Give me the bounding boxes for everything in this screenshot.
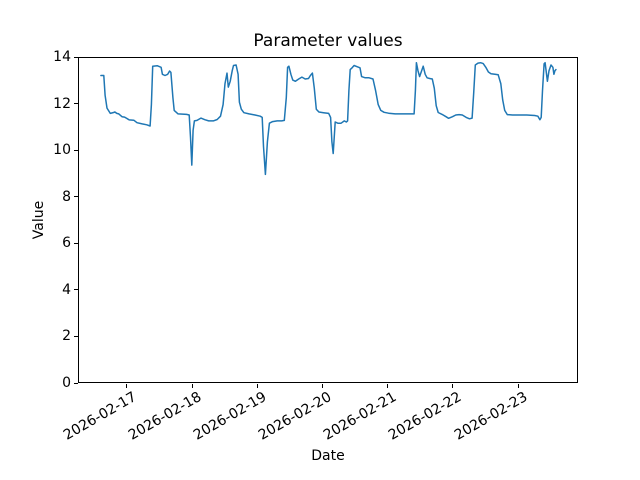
chart-title: Parameter values [253,31,403,51]
x-tick-label: 2026-02-23 [451,389,531,444]
x-tick-mark [256,384,258,388]
y-tick-mark [74,56,78,58]
x-tick-label: 2026-02-20 [255,389,335,444]
line-series-svg [100,61,557,176]
x-tick-mark [321,384,323,388]
y-tick-label: 8 [62,188,71,205]
y-tick-label: 12 [53,95,71,112]
y-tick-mark [74,242,78,244]
y-tick-mark [74,103,78,105]
x-axis-label: Date [311,448,345,464]
x-tick-mark [191,384,193,388]
y-tick-mark [74,382,78,384]
y-axis-label: Value [31,200,47,240]
data-line [100,61,557,176]
y-tick-label: 2 [62,328,71,345]
y-tick-mark [74,196,78,198]
x-tick-label: 2026-02-21 [321,389,400,444]
x-tick-label: 2026-02-19 [190,389,270,444]
x-tick-label: 2026-02-18 [125,389,205,444]
x-tick-label: 2026-02-17 [60,389,139,444]
y-tick-label: 10 [53,142,71,159]
y-tick-label: 4 [62,281,71,298]
x-tick-mark [517,384,519,388]
y-tick-mark [74,149,78,151]
x-tick-mark [387,384,389,388]
y-tick-mark [74,289,78,291]
y-tick-label: 6 [62,235,71,252]
x-tick-mark [452,384,454,388]
y-tick-mark [74,335,78,337]
plot-area [78,57,578,383]
y-tick-label: 0 [62,375,71,391]
x-tick-mark [126,384,128,388]
x-tick-label: 2026-02-22 [386,389,465,444]
y-tick-label: 14 [53,49,71,65]
